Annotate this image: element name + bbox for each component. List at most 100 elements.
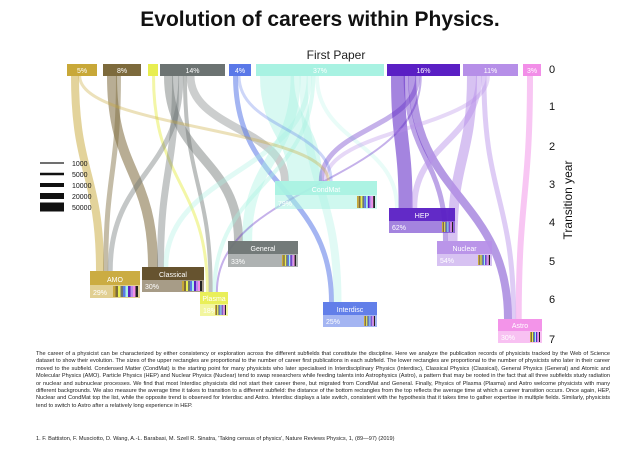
flow-band-nuclear-to-condmat (323, 75, 490, 182)
node-origin-strip-amo (123, 286, 126, 297)
node-origin-strip-astro (537, 332, 538, 342)
axis-tick-2: 2 (549, 141, 555, 153)
reference-text: 1. F. Battiston, F. Musciotto, D. Wang, … (36, 436, 395, 442)
node-origin-strip-classical (192, 281, 194, 291)
node-name-astro: Astro (512, 323, 528, 330)
first-paper-pct-interdisc: 4% (235, 68, 245, 75)
node-condmat: CondMat 79% (275, 181, 377, 209)
node-body-hep (389, 221, 455, 233)
node-origin-strip-general (290, 255, 292, 266)
node-origin-strip-classical (200, 281, 202, 291)
node-pct-hep: 62% (392, 225, 406, 232)
node-origin-strip-condmat (369, 196, 372, 208)
node-origin-strip-nuclear (488, 255, 490, 265)
flow-band-condmat-to-plasma (212, 75, 316, 293)
node-origin-strip-general (284, 255, 287, 266)
node-origin-strip-hep (445, 222, 447, 232)
node-origin-strip-nuclear (482, 255, 484, 265)
legend-width-sample (40, 202, 64, 212)
legend-width-sample (40, 172, 64, 176)
first-paper-bar-general (160, 64, 225, 76)
node-origin-strip-nuclear (480, 255, 482, 265)
node-origin-strip-interdisc (371, 316, 373, 326)
node-origin-strip-interdisc (373, 316, 375, 326)
legend-label: 5000 (72, 172, 88, 179)
careers-flow-diagram: 5% 8% 14% 4% 37% 16% 11% 3% CondMat 79% HEP 62% Gen… (40, 48, 575, 346)
node-name-amo: AMO (107, 277, 124, 284)
node-origin-strip-plasma (220, 305, 222, 315)
node-origin-strip-astro (532, 332, 533, 342)
first-paper-pct-condmat: 37% (313, 68, 327, 75)
node-origin-strip-condmat (364, 196, 366, 208)
node-origin-strip-interdisc (369, 316, 371, 326)
node-origin-strip-hep (450, 222, 452, 232)
node-origin-strip-amo (130, 286, 133, 297)
node-origin-strip-condmat (366, 196, 368, 208)
node-origin-strip-general (286, 255, 288, 266)
node-pct-amo: 29% (93, 290, 107, 297)
node-header-astro (498, 319, 542, 331)
caption-text: The career of a physicist can be charact… (36, 351, 610, 409)
node-origin-strip-classical (186, 281, 188, 291)
node-origin-strip-condmat (373, 196, 375, 208)
flow-band-general-to-amo (107, 75, 184, 272)
node-origin-strip-classical (198, 281, 200, 291)
first-paper-pct-hep: 16% (416, 68, 430, 75)
node-header-nuclear (437, 241, 492, 254)
axis-tick-5: 5 (549, 256, 555, 268)
node-origin-strip-astro (531, 332, 532, 342)
node-origin-strip-plasma (224, 305, 226, 315)
node-origin-strip-astro (535, 332, 536, 342)
node-header-classical (142, 267, 204, 280)
node-name-classical: Classical (159, 272, 187, 279)
node-pct-astro: 30% (501, 335, 515, 342)
node-origin-strip-hep (442, 222, 444, 232)
node-origin-strip-plasma (216, 305, 218, 315)
node-origin-strip-condmat (358, 196, 361, 208)
node-origin-strip-plasma (219, 305, 221, 315)
node-origin-strip-astro (534, 332, 535, 342)
node-origin-strip-interdisc (367, 316, 369, 326)
node-origin-strip-interdisc (364, 316, 366, 326)
first-paper-bar-plasma (148, 64, 158, 76)
flow-band-general-to-plasma (182, 75, 213, 293)
node-origin-strip-interdisc (365, 316, 367, 326)
node-pct-general: 33% (231, 259, 245, 266)
first-paper-pct-astro: 3% (527, 68, 537, 75)
axis-label: Transition year (561, 161, 575, 240)
node-origin-strip-condmat (367, 196, 370, 208)
flow-band-nuclear-to-nuclear (447, 75, 477, 242)
node-origin-strip-general (291, 255, 294, 266)
node-origin-strip-classical (188, 281, 190, 291)
node-pct-classical: 30% (145, 284, 159, 291)
node-header-amo (90, 271, 140, 285)
axis-tick-4: 4 (549, 217, 555, 229)
node-origin-strip-amo (125, 286, 128, 297)
node-origin-strip-condmat (360, 196, 363, 208)
flow-band-amo-to-condmat (78, 75, 330, 182)
node-astro: Astro 30% (498, 319, 542, 343)
flow-band-hep-to-hep (391, 75, 413, 209)
legend-label: 1000 (72, 161, 88, 168)
flow-band-interdisc-to-condmat (237, 75, 333, 182)
first-paper-bar-hep (387, 64, 460, 76)
node-origin-strip-interdisc (368, 316, 370, 326)
node-origin-strip-plasma (222, 305, 224, 315)
node-hep: HEP 62% (389, 208, 455, 233)
node-name-hep: HEP (415, 213, 430, 220)
node-origin-strip-hep (447, 222, 449, 232)
node-origin-strip-hep (448, 222, 450, 232)
node-header-interdisc (323, 302, 377, 315)
legend-width-sample (40, 162, 64, 164)
node-pct-plasma: 18% (203, 308, 217, 315)
node-name-general: General (251, 246, 276, 253)
node-origin-strip-amo (128, 286, 131, 297)
first-paper-bar-condmat (256, 64, 384, 76)
flow-band-nuclear-to-hep (411, 75, 482, 209)
first-paper-bar-nuclear (463, 64, 518, 76)
node-origin-strip-astro (530, 332, 531, 342)
node-origin-strip-hep (449, 222, 451, 232)
axis-tick-1: 1 (549, 101, 555, 113)
node-origin-strip-amo (113, 286, 116, 297)
